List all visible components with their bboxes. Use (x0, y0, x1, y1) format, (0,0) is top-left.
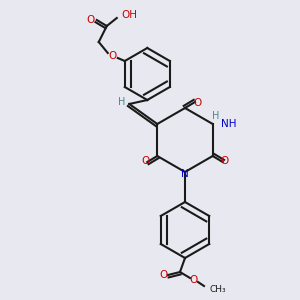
Text: OH: OH (122, 10, 138, 20)
Text: H: H (212, 111, 219, 121)
Text: O: O (193, 98, 201, 108)
Text: O: O (109, 51, 117, 61)
Text: O: O (220, 156, 229, 166)
Text: N: N (181, 169, 189, 179)
Text: CH₃: CH₃ (210, 284, 226, 293)
Text: O: O (159, 270, 167, 280)
Text: NH: NH (221, 119, 236, 129)
Text: H: H (118, 97, 125, 107)
Text: O: O (141, 156, 149, 166)
Text: O: O (190, 275, 198, 285)
Text: O: O (87, 15, 95, 25)
